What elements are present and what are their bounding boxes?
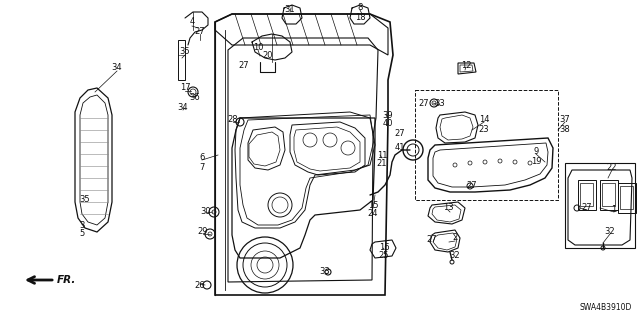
Text: 18: 18 [355, 12, 365, 21]
Text: 22: 22 [607, 164, 617, 173]
Text: 32: 32 [450, 251, 460, 261]
Text: SWA4B3910D: SWA4B3910D [580, 303, 632, 312]
Text: 23: 23 [479, 124, 490, 133]
Text: 27: 27 [582, 204, 592, 212]
Text: 26: 26 [195, 280, 205, 290]
Text: 27: 27 [195, 26, 205, 35]
Text: 27: 27 [427, 235, 437, 244]
Text: 37: 37 [559, 115, 570, 124]
Text: 6: 6 [199, 153, 205, 162]
Text: 34: 34 [112, 63, 122, 72]
Text: 2: 2 [452, 234, 458, 242]
Text: 5: 5 [79, 229, 84, 239]
Text: 34: 34 [178, 103, 188, 113]
Text: 8: 8 [357, 4, 363, 12]
Text: 10: 10 [253, 42, 263, 51]
Text: 40: 40 [383, 120, 393, 129]
Text: 11: 11 [377, 151, 387, 160]
Text: 33: 33 [319, 268, 330, 277]
Text: FR.: FR. [57, 275, 76, 285]
Text: 27: 27 [239, 61, 250, 70]
Text: 28: 28 [228, 115, 238, 124]
Text: 13: 13 [443, 204, 453, 212]
Text: 30: 30 [201, 206, 211, 216]
Text: 32: 32 [605, 227, 615, 236]
Text: 9: 9 [533, 147, 539, 157]
Text: 31: 31 [285, 5, 295, 14]
Text: 20: 20 [263, 51, 273, 61]
Text: 38: 38 [559, 124, 570, 133]
Text: 36: 36 [189, 93, 200, 101]
Text: 1: 1 [611, 205, 616, 214]
Text: 27: 27 [467, 181, 477, 189]
Text: 35: 35 [80, 196, 90, 204]
Text: 24: 24 [368, 210, 378, 219]
Text: 17: 17 [180, 84, 190, 93]
Text: 27: 27 [419, 99, 429, 108]
Text: 3: 3 [79, 220, 84, 229]
Text: 7: 7 [199, 162, 205, 172]
Text: 33: 33 [435, 99, 445, 108]
Text: 4: 4 [189, 18, 195, 26]
Text: 16: 16 [379, 242, 389, 251]
Text: 14: 14 [479, 115, 489, 124]
Text: 15: 15 [368, 201, 378, 210]
Text: 19: 19 [531, 157, 541, 166]
Text: 35: 35 [180, 48, 190, 56]
Text: 27: 27 [395, 129, 405, 137]
Text: 39: 39 [383, 110, 394, 120]
Text: 12: 12 [461, 61, 471, 70]
Text: 29: 29 [198, 227, 208, 236]
Text: 25: 25 [379, 251, 389, 261]
Text: 41: 41 [395, 144, 405, 152]
Text: 21: 21 [377, 160, 387, 168]
